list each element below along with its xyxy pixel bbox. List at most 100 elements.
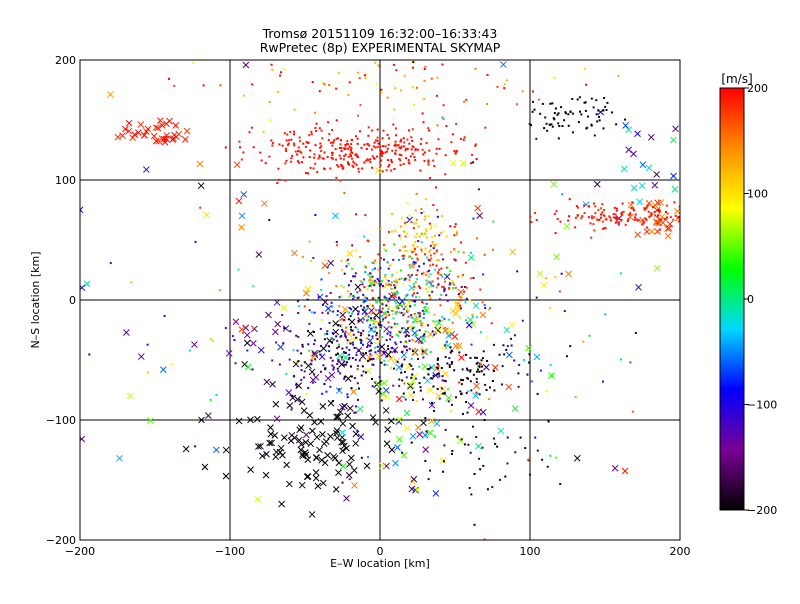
data-point-dot	[434, 234, 437, 237]
data-point-dot	[367, 315, 370, 318]
data-point-dot	[398, 157, 401, 160]
data-point-x	[144, 125, 152, 133]
data-point-x	[491, 364, 499, 371]
data-point-dot	[465, 353, 468, 356]
data-point-x	[387, 355, 395, 363]
data-point-dot	[541, 102, 544, 105]
data-point-dot	[422, 356, 425, 359]
data-point-dot	[424, 417, 427, 420]
data-point-x	[643, 228, 651, 235]
data-point-dot	[363, 143, 366, 146]
data-point-dot	[480, 331, 483, 334]
data-point-dot	[539, 112, 542, 115]
data-point-dot	[375, 334, 378, 337]
data-point-dot	[347, 93, 350, 96]
data-point-dot	[528, 122, 531, 125]
data-point-dot	[506, 436, 509, 439]
data-point-x	[319, 403, 327, 410]
data-point-dot	[496, 85, 499, 88]
data-point-x	[312, 373, 320, 381]
data-point-dot	[564, 111, 567, 114]
data-point-dot	[379, 302, 382, 305]
data-point-dot	[431, 377, 434, 380]
data-point-dot	[270, 139, 273, 142]
data-point-dot	[441, 116, 444, 119]
data-point-dot	[285, 139, 288, 142]
data-point-dot	[476, 237, 479, 240]
data-point-dot	[366, 158, 369, 161]
data-point-dot	[402, 162, 405, 165]
data-point-dot	[411, 139, 414, 142]
data-point-dot	[460, 307, 463, 310]
data-point-dot	[307, 386, 310, 389]
data-point-dot	[308, 156, 311, 159]
data-point-dot	[317, 157, 320, 160]
data-point-x	[369, 414, 377, 421]
data-point-dot	[479, 468, 482, 471]
data-point-dot	[598, 119, 601, 122]
data-point-x	[354, 283, 362, 291]
data-point-dot	[614, 221, 617, 224]
data-point-x	[403, 425, 411, 432]
data-point-dot	[298, 136, 301, 139]
data-point-dot	[564, 112, 567, 115]
data-point-dot	[239, 146, 242, 149]
data-point-dot	[375, 309, 378, 312]
data-point-dot	[362, 278, 365, 281]
data-point-dot	[397, 144, 400, 147]
data-point-x	[300, 407, 308, 414]
data-point-x	[296, 426, 304, 434]
data-point-x	[349, 422, 356, 430]
data-point-dot	[389, 350, 392, 353]
data-point-dot	[583, 204, 586, 207]
data-point-dot	[427, 324, 430, 327]
data-point-dot	[306, 141, 309, 144]
data-point-dot	[412, 146, 415, 149]
data-point-dot	[395, 292, 398, 295]
data-point-dot	[425, 198, 428, 201]
data-point-x	[280, 434, 288, 441]
data-point-dot	[341, 356, 344, 359]
data-point-dot	[353, 411, 356, 414]
data-point-dot	[593, 216, 596, 219]
data-point-x	[346, 460, 353, 468]
data-point-dot	[387, 165, 390, 168]
data-point-dot	[553, 118, 556, 121]
data-point-x	[356, 405, 364, 413]
data-point-x	[497, 427, 505, 435]
data-point-dot	[457, 293, 460, 296]
data-point-dot	[656, 215, 659, 218]
data-point-dot	[356, 142, 359, 145]
data-point-dot	[399, 303, 402, 306]
data-point-x	[666, 220, 674, 228]
data-point-dot	[463, 100, 466, 103]
data-point-x	[262, 471, 270, 479]
data-point-dot	[424, 310, 427, 313]
data-point-dot	[443, 444, 446, 447]
data-point-x	[267, 430, 275, 438]
data-point-dot	[352, 295, 355, 298]
data-point-dot	[363, 286, 366, 289]
data-point-dot	[422, 316, 425, 319]
data-point-dot	[411, 368, 414, 371]
data-point-x	[630, 150, 637, 158]
data-point-x	[635, 283, 642, 291]
data-point-dot	[370, 329, 373, 332]
data-point-dot	[414, 148, 417, 151]
data-point-dot	[369, 312, 372, 315]
data-point-x	[307, 440, 315, 448]
data-point-dot	[590, 97, 593, 100]
data-point-dot	[515, 103, 518, 106]
data-point-x	[268, 439, 275, 447]
data-point-dot	[337, 370, 340, 373]
data-point-x	[135, 129, 142, 136]
data-point-dot	[444, 344, 447, 347]
data-point-dot	[328, 321, 331, 324]
data-point-x	[152, 124, 160, 131]
data-point-dot	[440, 387, 443, 390]
data-point-x	[125, 127, 133, 135]
data-point-dot	[328, 310, 331, 313]
data-point-dot	[445, 294, 448, 297]
data-point-dot	[331, 141, 334, 144]
data-point-dot	[414, 317, 417, 320]
